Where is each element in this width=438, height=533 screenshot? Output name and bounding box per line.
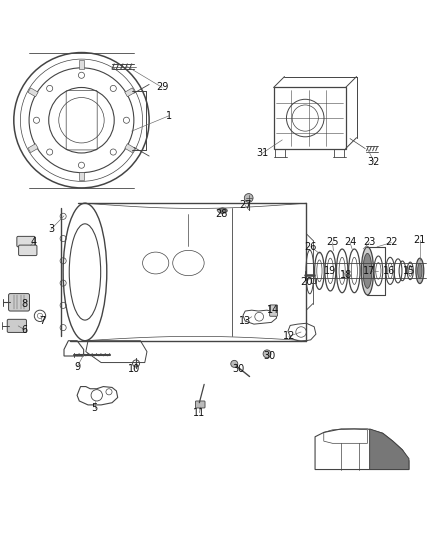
Bar	[79, 60, 84, 69]
Text: 17: 17	[364, 266, 376, 276]
Text: 24: 24	[344, 238, 356, 247]
Text: 30: 30	[233, 364, 245, 374]
Text: 7: 7	[39, 316, 45, 326]
Text: 3: 3	[48, 224, 54, 235]
FancyBboxPatch shape	[17, 236, 35, 247]
Text: 26: 26	[304, 242, 317, 252]
Ellipse shape	[218, 208, 227, 213]
Text: 23: 23	[364, 238, 376, 247]
Text: 27: 27	[239, 200, 251, 211]
Text: 5: 5	[92, 403, 98, 414]
Text: 29: 29	[156, 83, 169, 93]
Text: 14: 14	[268, 305, 280, 315]
Ellipse shape	[418, 263, 422, 279]
Text: 28: 28	[215, 209, 227, 219]
Text: 31: 31	[257, 148, 269, 158]
Text: 9: 9	[74, 362, 80, 372]
Circle shape	[263, 350, 271, 358]
FancyBboxPatch shape	[195, 401, 205, 408]
Text: 15: 15	[403, 266, 415, 276]
Text: 11: 11	[193, 408, 205, 418]
Circle shape	[220, 208, 225, 213]
FancyBboxPatch shape	[18, 245, 37, 256]
FancyBboxPatch shape	[7, 319, 26, 333]
Bar	[125, 88, 135, 97]
Text: 10: 10	[128, 364, 140, 374]
Text: 6: 6	[21, 325, 28, 335]
Bar	[125, 144, 135, 152]
Ellipse shape	[363, 253, 372, 288]
Text: 22: 22	[385, 238, 398, 247]
Bar	[79, 172, 84, 181]
Text: 25: 25	[326, 238, 339, 247]
Text: 32: 32	[368, 157, 380, 167]
Text: 19: 19	[324, 266, 336, 276]
Text: 30: 30	[263, 351, 276, 361]
FancyBboxPatch shape	[270, 305, 278, 316]
Text: 16: 16	[383, 266, 396, 276]
Text: 1: 1	[166, 111, 172, 121]
Text: 13: 13	[239, 316, 251, 326]
Text: 20: 20	[300, 277, 312, 287]
Ellipse shape	[416, 258, 424, 284]
Circle shape	[244, 193, 253, 203]
Bar	[311, 278, 316, 283]
Ellipse shape	[361, 247, 374, 295]
Bar	[28, 88, 38, 97]
Text: 12: 12	[283, 332, 295, 341]
Text: 8: 8	[21, 298, 28, 309]
Text: 4: 4	[30, 238, 36, 247]
Bar	[28, 144, 38, 152]
Polygon shape	[370, 429, 409, 470]
Text: 18: 18	[339, 270, 352, 280]
Text: 21: 21	[413, 235, 426, 245]
Circle shape	[231, 360, 238, 367]
FancyBboxPatch shape	[9, 294, 29, 311]
